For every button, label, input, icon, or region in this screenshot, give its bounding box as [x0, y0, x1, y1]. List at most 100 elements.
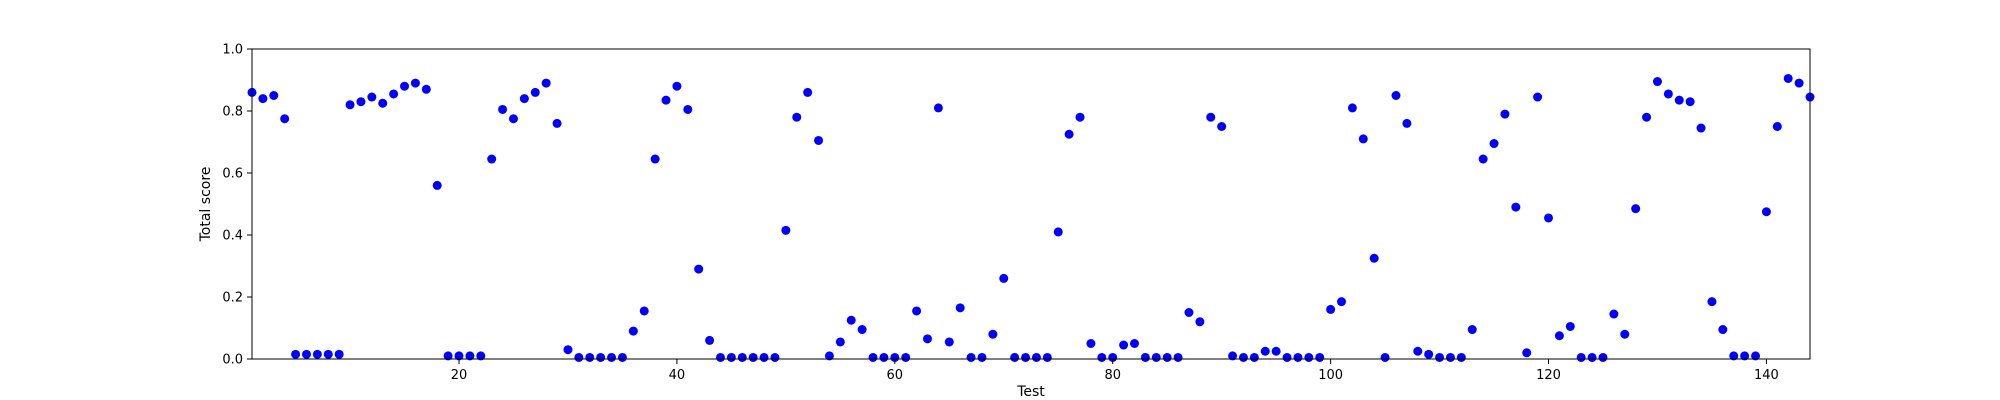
data-point	[1663, 89, 1673, 99]
y-tick-label: 0.0	[222, 353, 243, 368]
data-point	[715, 352, 725, 362]
data-point	[1456, 352, 1466, 362]
data-point	[1228, 351, 1238, 361]
data-point	[1021, 352, 1031, 362]
data-point	[1304, 352, 1314, 362]
data-point	[443, 351, 453, 361]
data-point	[519, 94, 529, 104]
data-point	[835, 337, 845, 347]
data-point	[1435, 352, 1445, 362]
data-point	[258, 94, 268, 104]
data-point	[792, 112, 802, 122]
data-point	[672, 81, 682, 91]
data-point	[1075, 112, 1085, 122]
data-point	[1740, 351, 1750, 361]
data-point	[1609, 309, 1619, 319]
data-point	[1031, 352, 1041, 362]
data-point	[1108, 352, 1118, 362]
y-tick-label: 0.2	[222, 291, 243, 306]
data-point	[1489, 139, 1499, 149]
data-point	[454, 351, 464, 361]
data-point	[977, 352, 987, 362]
data-point	[1064, 129, 1074, 139]
data-point	[1533, 92, 1543, 102]
y-axis-label: Total score	[198, 167, 214, 243]
data-point	[563, 345, 573, 355]
data-point	[617, 352, 627, 362]
data-point	[999, 273, 1009, 283]
data-point	[988, 329, 998, 339]
data-point	[1249, 352, 1259, 362]
data-point	[508, 114, 518, 124]
y-axis: 0.0 0.2 0.4 0.6 0.8 1.0	[222, 43, 252, 368]
data-point	[585, 352, 595, 362]
data-point	[814, 135, 824, 145]
x-axis-label: Test	[1016, 384, 1045, 400]
data-point	[1086, 339, 1096, 348]
data-point	[1598, 352, 1608, 362]
data-point	[1620, 329, 1630, 339]
x-tick-label: 140	[1754, 368, 1779, 383]
data-point	[737, 352, 747, 362]
data-point	[301, 349, 311, 359]
data-point	[1718, 325, 1728, 335]
data-point	[1206, 112, 1216, 122]
data-point	[1391, 91, 1401, 100]
y-tick-label: 0.8	[222, 105, 243, 120]
data-point	[541, 78, 551, 88]
data-point	[661, 95, 671, 105]
data-point	[1010, 352, 1020, 362]
data-point	[334, 349, 344, 359]
data-point	[400, 81, 410, 91]
data-point	[1217, 122, 1227, 131]
data-point	[1358, 134, 1368, 144]
data-point	[1707, 297, 1717, 307]
data-point	[933, 103, 943, 113]
data-point	[922, 334, 932, 344]
data-point	[1184, 308, 1194, 317]
data-point	[389, 89, 399, 99]
y-tick-label: 0.6	[222, 167, 243, 182]
data-points	[247, 73, 1815, 362]
data-point	[1794, 78, 1804, 88]
data-point	[465, 351, 475, 361]
data-point	[705, 335, 715, 345]
data-point	[639, 306, 649, 316]
data-point	[1467, 325, 1477, 335]
data-point	[683, 104, 693, 114]
data-point	[650, 154, 660, 164]
data-point	[803, 87, 813, 97]
data-point	[1565, 321, 1575, 331]
data-point	[879, 352, 889, 362]
data-point	[868, 352, 878, 362]
data-point	[1130, 339, 1140, 348]
data-point	[345, 100, 355, 110]
data-point	[781, 225, 791, 235]
data-point	[1053, 227, 1063, 237]
data-point	[1380, 352, 1390, 362]
data-point	[1173, 352, 1183, 362]
data-point	[912, 306, 922, 316]
data-point	[312, 349, 322, 359]
data-point	[1587, 352, 1597, 362]
data-point	[476, 351, 486, 361]
data-point	[1162, 352, 1172, 362]
data-point	[890, 352, 900, 362]
data-point	[1369, 253, 1379, 263]
data-point	[694, 264, 704, 274]
data-point	[1751, 351, 1761, 361]
data-point	[1271, 346, 1281, 356]
x-tick-label: 100	[1318, 368, 1343, 383]
data-point	[421, 84, 431, 94]
data-point	[966, 352, 976, 362]
data-point	[1042, 352, 1052, 362]
x-tick-label: 80	[1104, 368, 1121, 383]
x-tick-label: 60	[887, 368, 904, 383]
data-point	[846, 315, 856, 325]
data-point	[552, 118, 562, 128]
data-point	[1238, 352, 1248, 362]
x-axis: 20 40 60 80 100 120 140	[451, 359, 1779, 383]
data-point	[1500, 109, 1510, 119]
data-point	[1260, 346, 1270, 356]
data-point	[378, 98, 388, 108]
